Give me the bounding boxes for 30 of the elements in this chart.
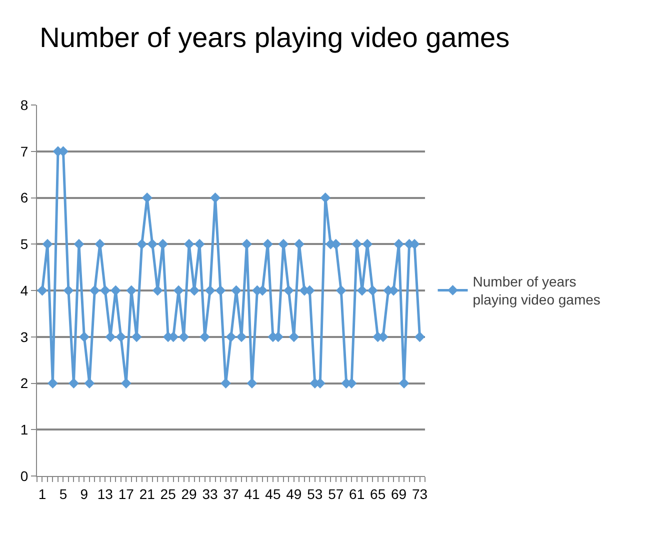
x-tick-label: 53 — [307, 486, 323, 502]
x-tick-label: 17 — [118, 486, 134, 502]
chart-title: Number of years playing video games — [40, 22, 510, 54]
x-tick-label: 13 — [97, 486, 114, 502]
y-tick-label: 5 — [20, 236, 28, 252]
x-tick-label: 45 — [265, 486, 281, 502]
y-tick-label: 6 — [20, 190, 28, 206]
x-tick-label: 73 — [412, 486, 428, 502]
x-tick-label: 49 — [286, 486, 302, 502]
x-tick-label: 57 — [328, 486, 344, 502]
y-tick-label: 2 — [20, 375, 28, 392]
x-tick-label: 33 — [202, 486, 218, 502]
x-tick-label: 29 — [181, 486, 198, 502]
y-tick-label: 0 — [20, 468, 28, 484]
x-tick-label: 65 — [370, 486, 386, 502]
x-tick-label: 61 — [349, 486, 365, 502]
y-tick-label: 4 — [20, 282, 28, 298]
x-tick-label: 1 — [38, 486, 46, 502]
x-tick-label: 41 — [244, 486, 260, 502]
x-tick-label: 69 — [390, 486, 407, 502]
y-tick-label: 8 — [20, 96, 28, 113]
x-tick-label: 37 — [223, 486, 239, 502]
y-tick-label: 7 — [20, 143, 28, 160]
legend-label: Number of years playing video games — [472, 274, 600, 308]
y-tick-label: 1 — [20, 422, 28, 438]
y-tick-label: 3 — [20, 328, 28, 345]
x-tick-label: 25 — [160, 486, 176, 502]
x-tick-label: 5 — [59, 486, 68, 502]
x-tick-label: 9 — [80, 486, 88, 502]
x-tick-label: 21 — [139, 486, 156, 502]
